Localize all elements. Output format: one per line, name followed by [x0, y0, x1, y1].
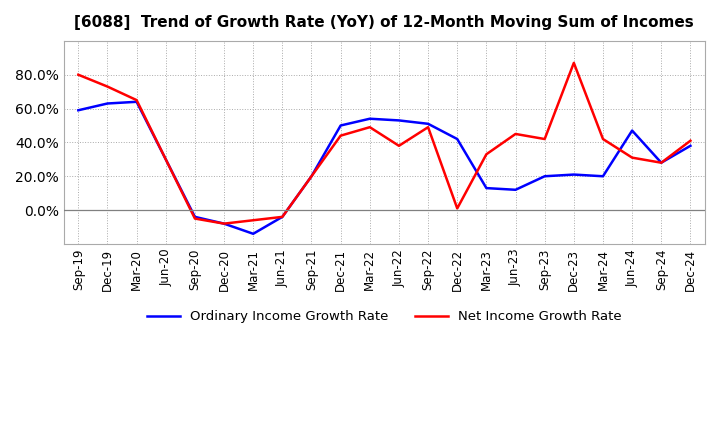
Net Income Growth Rate	[278, 214, 287, 220]
Net Income Growth Rate	[307, 174, 316, 179]
Ordinary Income Growth Rate	[191, 214, 199, 220]
Net Income Growth Rate	[395, 143, 403, 148]
Ordinary Income Growth Rate	[366, 116, 374, 121]
Net Income Growth Rate	[220, 221, 228, 226]
Net Income Growth Rate	[132, 98, 141, 103]
Net Income Growth Rate	[74, 72, 83, 77]
Title: [6088]  Trend of Growth Rate (YoY) of 12-Month Moving Sum of Incomes: [6088] Trend of Growth Rate (YoY) of 12-…	[74, 15, 694, 30]
Ordinary Income Growth Rate	[482, 185, 491, 191]
Ordinary Income Growth Rate	[686, 143, 695, 148]
Ordinary Income Growth Rate	[103, 101, 112, 106]
Ordinary Income Growth Rate	[453, 136, 462, 142]
Line: Ordinary Income Growth Rate: Ordinary Income Growth Rate	[78, 102, 690, 234]
Ordinary Income Growth Rate	[161, 157, 170, 162]
Net Income Growth Rate	[103, 84, 112, 89]
Ordinary Income Growth Rate	[657, 160, 665, 165]
Ordinary Income Growth Rate	[307, 174, 316, 179]
Net Income Growth Rate	[482, 152, 491, 157]
Ordinary Income Growth Rate	[628, 128, 636, 133]
Ordinary Income Growth Rate	[220, 221, 228, 226]
Net Income Growth Rate	[424, 125, 433, 130]
Net Income Growth Rate	[541, 136, 549, 142]
Ordinary Income Growth Rate	[511, 187, 520, 192]
Ordinary Income Growth Rate	[249, 231, 258, 236]
Net Income Growth Rate	[249, 218, 258, 223]
Net Income Growth Rate	[511, 131, 520, 136]
Net Income Growth Rate	[570, 60, 578, 66]
Net Income Growth Rate	[336, 133, 345, 138]
Net Income Growth Rate	[366, 125, 374, 130]
Ordinary Income Growth Rate	[570, 172, 578, 177]
Ordinary Income Growth Rate	[598, 174, 607, 179]
Ordinary Income Growth Rate	[132, 99, 141, 104]
Net Income Growth Rate	[453, 206, 462, 211]
Legend: Ordinary Income Growth Rate, Net Income Growth Rate: Ordinary Income Growth Rate, Net Income …	[141, 305, 627, 329]
Ordinary Income Growth Rate	[395, 118, 403, 123]
Net Income Growth Rate	[598, 136, 607, 142]
Net Income Growth Rate	[161, 157, 170, 162]
Net Income Growth Rate	[686, 138, 695, 143]
Line: Net Income Growth Rate: Net Income Growth Rate	[78, 63, 690, 224]
Ordinary Income Growth Rate	[278, 214, 287, 220]
Net Income Growth Rate	[628, 155, 636, 160]
Ordinary Income Growth Rate	[541, 174, 549, 179]
Net Income Growth Rate	[657, 160, 665, 165]
Ordinary Income Growth Rate	[336, 123, 345, 128]
Net Income Growth Rate	[191, 216, 199, 221]
Ordinary Income Growth Rate	[74, 108, 83, 113]
Ordinary Income Growth Rate	[424, 121, 433, 126]
